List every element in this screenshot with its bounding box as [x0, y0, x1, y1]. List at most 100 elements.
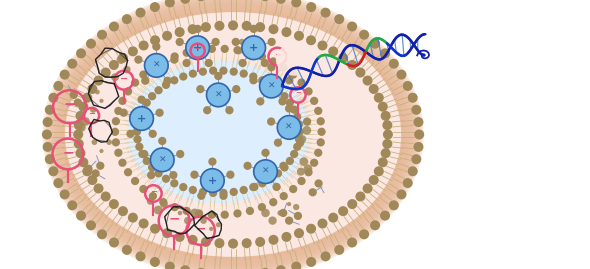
Circle shape	[249, 183, 257, 191]
Ellipse shape	[65, 12, 401, 257]
Circle shape	[194, 25, 202, 33]
Circle shape	[148, 92, 156, 100]
Circle shape	[267, 118, 276, 126]
Circle shape	[317, 128, 326, 136]
Circle shape	[281, 27, 291, 37]
Circle shape	[355, 192, 365, 201]
Circle shape	[159, 57, 168, 66]
Circle shape	[180, 0, 190, 4]
Circle shape	[255, 237, 265, 247]
Circle shape	[370, 39, 380, 49]
Circle shape	[189, 186, 197, 194]
Circle shape	[165, 0, 175, 8]
Circle shape	[291, 0, 301, 8]
Circle shape	[133, 120, 142, 128]
Circle shape	[261, 209, 270, 217]
Circle shape	[67, 59, 77, 69]
Circle shape	[140, 150, 149, 158]
Circle shape	[152, 43, 160, 51]
Circle shape	[280, 192, 288, 200]
Circle shape	[300, 157, 308, 166]
Circle shape	[232, 38, 240, 46]
Circle shape	[347, 238, 357, 247]
Circle shape	[42, 117, 53, 127]
Circle shape	[82, 166, 92, 176]
Circle shape	[149, 130, 157, 138]
Circle shape	[294, 228, 304, 238]
Circle shape	[359, 30, 369, 40]
Circle shape	[310, 97, 318, 105]
Circle shape	[414, 117, 424, 127]
Circle shape	[268, 217, 277, 225]
Circle shape	[111, 73, 119, 81]
Circle shape	[296, 139, 304, 147]
Circle shape	[155, 86, 163, 94]
Circle shape	[306, 35, 316, 45]
Circle shape	[208, 157, 217, 166]
Circle shape	[374, 166, 384, 176]
Circle shape	[225, 106, 234, 114]
Circle shape	[414, 129, 424, 140]
Circle shape	[285, 217, 293, 225]
Ellipse shape	[42, 0, 424, 269]
Circle shape	[170, 76, 178, 84]
Circle shape	[238, 59, 247, 67]
Circle shape	[277, 116, 301, 139]
Circle shape	[201, 22, 211, 32]
Circle shape	[286, 157, 294, 165]
Circle shape	[269, 57, 277, 66]
Circle shape	[297, 177, 306, 185]
Circle shape	[135, 113, 143, 121]
Text: −: −	[195, 46, 201, 52]
Circle shape	[189, 69, 197, 78]
Ellipse shape	[59, 6, 407, 263]
Circle shape	[411, 105, 421, 115]
Circle shape	[240, 69, 248, 78]
Circle shape	[260, 0, 270, 1]
Circle shape	[286, 98, 294, 107]
Circle shape	[230, 68, 238, 76]
Circle shape	[162, 228, 172, 238]
Circle shape	[260, 268, 270, 269]
Circle shape	[175, 27, 185, 37]
Ellipse shape	[57, 4, 409, 265]
Text: −: −	[168, 212, 180, 226]
Circle shape	[303, 126, 311, 135]
Circle shape	[123, 66, 130, 73]
Circle shape	[235, 47, 242, 54]
Circle shape	[133, 128, 141, 136]
Circle shape	[250, 76, 258, 84]
Circle shape	[290, 105, 299, 114]
Circle shape	[279, 162, 287, 170]
Circle shape	[169, 171, 178, 179]
Circle shape	[119, 97, 127, 105]
Circle shape	[338, 53, 348, 63]
Circle shape	[396, 70, 407, 80]
Circle shape	[150, 257, 160, 267]
Text: ✕: ✕	[262, 167, 269, 176]
Circle shape	[150, 224, 160, 234]
Circle shape	[176, 38, 184, 46]
Circle shape	[208, 211, 216, 219]
Circle shape	[76, 111, 86, 121]
Circle shape	[74, 98, 82, 107]
Circle shape	[162, 175, 170, 183]
Text: −: −	[150, 187, 157, 196]
Circle shape	[317, 40, 327, 51]
Circle shape	[214, 72, 222, 80]
Circle shape	[48, 93, 58, 103]
Circle shape	[143, 157, 151, 165]
Circle shape	[158, 137, 166, 145]
Circle shape	[290, 150, 299, 158]
Circle shape	[138, 150, 146, 158]
Circle shape	[147, 171, 155, 179]
Circle shape	[414, 142, 424, 152]
Circle shape	[314, 107, 322, 115]
Circle shape	[184, 217, 191, 224]
Circle shape	[109, 22, 119, 31]
Circle shape	[334, 245, 344, 255]
Circle shape	[408, 93, 418, 103]
Circle shape	[298, 135, 306, 143]
Circle shape	[403, 81, 413, 91]
Circle shape	[355, 68, 365, 77]
